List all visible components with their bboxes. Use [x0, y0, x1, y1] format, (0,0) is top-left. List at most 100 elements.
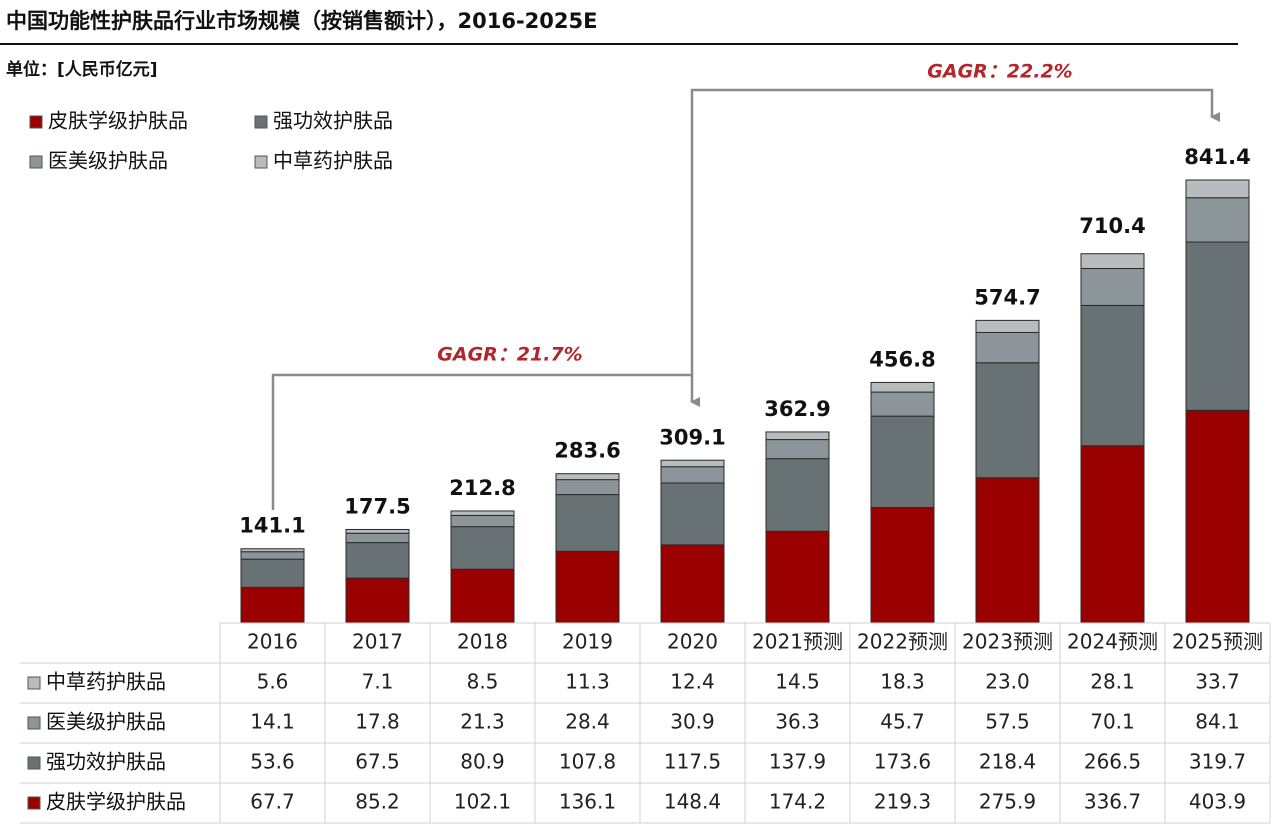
bar-segment [765, 458, 830, 532]
table-cell: 33.7 [1195, 670, 1240, 694]
bar-segment [765, 530, 830, 624]
bar-segment [870, 415, 935, 509]
total-label: 212.8 [449, 476, 515, 500]
bar-segment [240, 551, 305, 560]
table-cell: 219.3 [874, 790, 931, 814]
bar-segment [1185, 241, 1250, 411]
x-tick-label: 2020 [667, 630, 718, 654]
table-cell: 137.9 [769, 750, 826, 774]
bar-segment [765, 439, 830, 460]
table-cell: 336.7 [1084, 790, 1141, 814]
bar-segment [660, 482, 725, 546]
total-label: 177.5 [344, 495, 410, 519]
row-label: 中草药护肤品 [46, 670, 166, 694]
x-tick-label: 2021预测 [752, 630, 843, 654]
table-cell: 319.7 [1189, 750, 1246, 774]
table-swatch [27, 796, 41, 810]
x-tick-label: 2016 [247, 630, 298, 654]
total-label: 710.4 [1079, 214, 1145, 238]
table-cell: 173.6 [874, 750, 931, 774]
table-cell: 85.2 [355, 790, 400, 814]
bar-segment [1080, 253, 1145, 270]
bar-segment [555, 473, 620, 481]
total-label: 362.9 [764, 397, 830, 421]
bar-segment [555, 550, 620, 624]
bar-segment [555, 479, 620, 496]
table-cell: 57.5 [985, 710, 1030, 734]
table-cell: 14.5 [775, 670, 820, 694]
table-cell: 8.5 [467, 670, 499, 694]
x-tick-label: 2019 [562, 630, 613, 654]
row-label: 皮肤学级护肤品 [46, 790, 186, 814]
legend-swatch [254, 155, 268, 169]
table-cell: 21.3 [460, 710, 505, 734]
bar-segment [450, 514, 515, 528]
bar-segment [975, 319, 1040, 333]
row-label: 强功效护肤品 [46, 750, 166, 774]
table-cell: 11.3 [565, 670, 610, 694]
row-label: 医美级护肤品 [46, 710, 166, 734]
bar-segment [660, 466, 725, 484]
bar-segment [345, 542, 410, 579]
bar-segment [450, 568, 515, 624]
bar-segment [1080, 268, 1145, 306]
x-tick-label: 2023预测 [962, 630, 1053, 654]
table-cell: 266.5 [1084, 750, 1141, 774]
table-cell: 148.4 [664, 790, 721, 814]
legend-swatch [254, 115, 268, 129]
x-tick-label: 2017 [352, 630, 403, 654]
table-swatch [27, 676, 41, 690]
cagr-arrow [271, 373, 700, 510]
x-tick-label: 2022预测 [857, 630, 948, 654]
bar-segment [450, 510, 515, 516]
table-cell: 218.4 [979, 750, 1036, 774]
total-label: 141.1 [239, 514, 305, 538]
unit-label: 单位：[人民币亿元] [6, 59, 158, 80]
bar-segment [240, 558, 305, 588]
table-cell: 12.4 [670, 670, 715, 694]
table-cell: 45.7 [880, 710, 925, 734]
bar-segment [240, 586, 305, 624]
legend-label: 皮肤学级护肤品 [48, 109, 188, 133]
cagr-label: GAGR：22.2% [927, 61, 1072, 83]
bar-segment [975, 362, 1040, 479]
table-cell: 18.3 [880, 670, 925, 694]
bar-segment [765, 431, 830, 441]
table-cell: 102.1 [454, 790, 511, 814]
bar-segment [660, 459, 725, 468]
table-cell: 275.9 [979, 790, 1036, 814]
legend-swatch [29, 155, 43, 169]
table-cell: 107.8 [559, 750, 616, 774]
table-cell: 28.4 [565, 710, 610, 734]
bar-segment [975, 477, 1040, 624]
table-cell: 136.1 [559, 790, 616, 814]
cagr-label: GAGR：21.7% [437, 344, 582, 366]
bar-segment [1185, 179, 1250, 199]
bar-segment [1080, 445, 1145, 624]
bar-segment [1185, 197, 1250, 243]
table-swatch [27, 716, 41, 730]
table-cell: 23.0 [985, 670, 1030, 694]
table-cell: 28.1 [1090, 670, 1135, 694]
table-cell: 30.9 [670, 710, 715, 734]
x-tick-label: 2018 [457, 630, 508, 654]
table-cell: 80.9 [460, 750, 505, 774]
table-cell: 14.1 [250, 710, 295, 734]
total-label: 456.8 [869, 347, 935, 371]
legend-swatch [29, 115, 43, 129]
total-label: 574.7 [974, 285, 1040, 309]
x-tick-label: 2025预测 [1172, 630, 1263, 654]
table-cell: 70.1 [1090, 710, 1135, 734]
table-cell: 67.7 [250, 790, 295, 814]
table-cell: 174.2 [769, 790, 826, 814]
bar-segment [870, 507, 935, 624]
total-label: 841.4 [1184, 145, 1250, 169]
cagr-arrow [690, 88, 1220, 375]
table-cell: 7.1 [362, 670, 394, 694]
table-cell: 403.9 [1189, 790, 1246, 814]
legend-label: 强功效护肤品 [273, 109, 393, 133]
chart-title: 中国功能性护肤品行业市场规模（按销售额计），2016-2025E [6, 9, 597, 33]
table-cell: 53.6 [250, 750, 295, 774]
